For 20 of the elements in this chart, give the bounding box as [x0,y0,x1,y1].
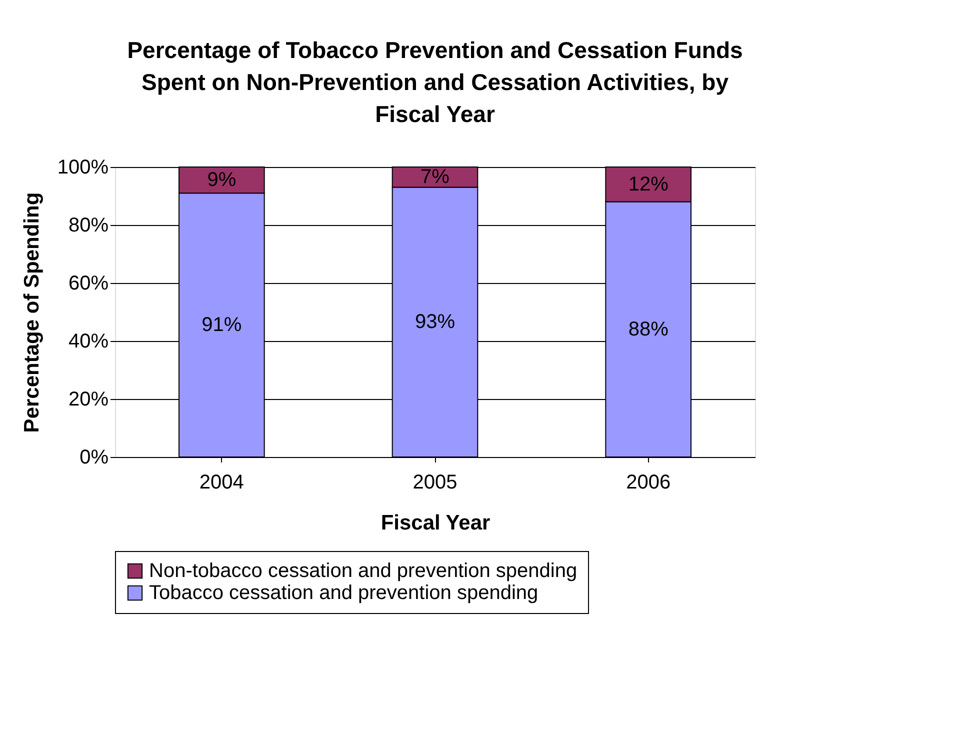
legend-label: Tobacco cessation and prevention spending [149,582,538,604]
y-tick-label: 60% [68,272,109,294]
y-tick-label: 20% [68,388,109,410]
x-axis-title: Fiscal Year [380,512,490,534]
chart-title: Percentage of Tobacco Prevention and Cessation Funds Spent on Non-Prevention and Cessation Activities, by Fiscal Year [127,37,743,127]
y-tick-label: 40% [68,330,109,352]
x-tick-label: 2004 [199,472,244,494]
data-label: 12% [628,173,669,196]
y-axis-title: Percentage of Spending [20,192,44,433]
x-tick-label: 2005 [412,472,458,494]
y-tick-label: 100% [57,156,109,178]
data-label: 9% [207,169,236,192]
data-label: 88% [628,318,669,340]
y-tick-label: 0% [80,446,109,468]
x-tick-label: 2006 [626,472,671,494]
legend-label: Non-tobacco cessation and prevention spending [149,560,578,582]
data-label: 93% [414,311,456,334]
data-label: 91% [202,314,242,336]
y-tick-label: 80% [68,214,109,236]
data-label: 7% [420,166,450,188]
